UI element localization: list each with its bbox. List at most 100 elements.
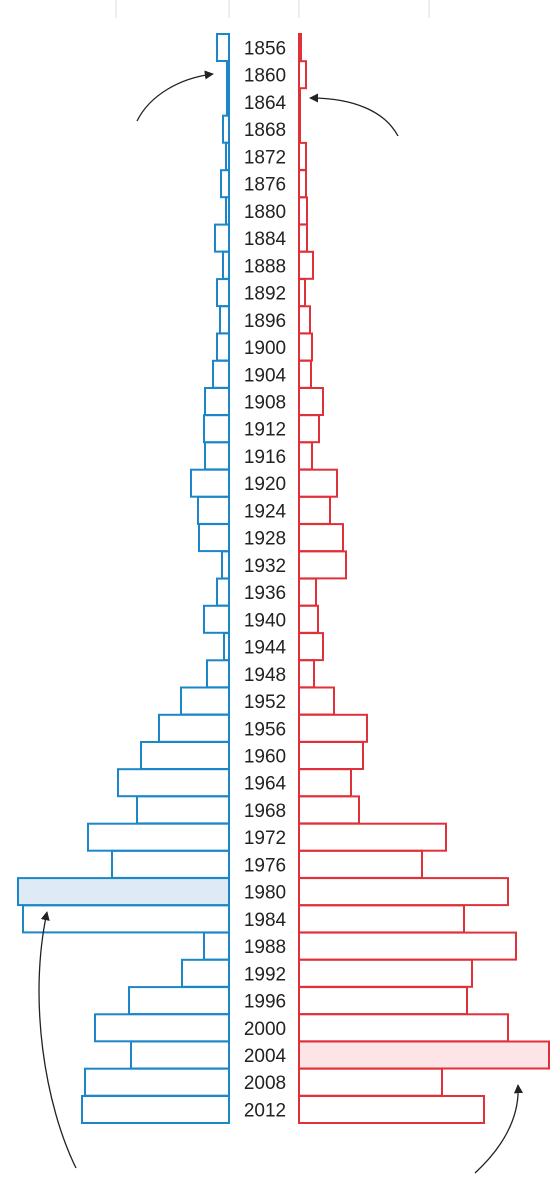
- year-label-1944: 1944: [244, 638, 287, 659]
- left-bar-1904: [212, 359, 230, 389]
- year-label-1900: 1900: [244, 338, 286, 359]
- year-label-1972: 1972: [244, 828, 286, 849]
- year-label-1888: 1888: [244, 256, 286, 277]
- right-bar-1968: [298, 795, 360, 825]
- right-bar-1880: [298, 196, 308, 226]
- right-bar-1888: [298, 250, 314, 280]
- left-bar-1856: [216, 33, 230, 62]
- right-bar-1912: [298, 414, 320, 444]
- left-bar-1884: [214, 223, 230, 253]
- right-bar-1992: [298, 958, 473, 988]
- year-label-1896: 1896: [244, 311, 286, 332]
- year-label-2008: 2008: [244, 1073, 286, 1094]
- right-bar-1872: [298, 141, 307, 171]
- left-bar-1916: [204, 441, 230, 471]
- right-bar-1920: [298, 468, 338, 498]
- year-label-1960: 1960: [244, 747, 286, 768]
- year-label-1948: 1948: [244, 665, 286, 686]
- year-label-1912: 1912: [244, 420, 286, 441]
- year-label-1988: 1988: [244, 937, 286, 958]
- year-label-1940: 1940: [244, 610, 286, 631]
- left-bar-1860: [226, 60, 230, 90]
- year-label-1864: 1864: [244, 93, 287, 114]
- left-bar-1876: [220, 169, 230, 199]
- left-series-bars: [17, 33, 230, 1124]
- left-bar-1948: [206, 659, 230, 689]
- left-bar-2000: [94, 1013, 230, 1043]
- right-bar-1980: [298, 877, 509, 907]
- annotation-arrow-2008: [474, 1084, 524, 1174]
- left-bar-1992: [181, 958, 230, 988]
- year-label-1920: 1920: [244, 474, 286, 495]
- right-bar-1988: [298, 931, 517, 961]
- left-bar-1908: [204, 387, 230, 416]
- left-bar-1864: [226, 87, 230, 117]
- year-label-1928: 1928: [244, 529, 286, 550]
- right-bar-1864: [298, 87, 301, 117]
- right-bar-1956: [298, 713, 368, 743]
- right-bar-1984: [298, 904, 465, 934]
- year-label-1884: 1884: [244, 229, 287, 250]
- right-bar-1924: [298, 495, 331, 525]
- left-bar-1968: [136, 795, 230, 825]
- right-bar-1868: [298, 114, 301, 144]
- year-label-1936: 1936: [244, 583, 286, 604]
- right-bar-1860: [298, 60, 307, 90]
- right-series-bars: [298, 33, 550, 1124]
- annotation-arrow-1860: [136, 70, 214, 122]
- left-bar-1920: [190, 468, 230, 498]
- left-bar-1896: [219, 305, 230, 335]
- left-bar-1976: [111, 849, 230, 879]
- left-bar-1868: [222, 114, 230, 144]
- right-bar-2012: [298, 1095, 485, 1124]
- year-label-2000: 2000: [244, 1019, 286, 1040]
- left-bar-1932: [221, 550, 230, 580]
- year-label-1868: 1868: [244, 120, 286, 141]
- right-bar-1952: [298, 686, 335, 716]
- left-bar-1996: [128, 986, 230, 1016]
- year-label-1996: 1996: [244, 992, 286, 1013]
- year-label-1964: 1964: [244, 774, 287, 795]
- right-bar-1900: [298, 332, 313, 362]
- year-label-1860: 1860: [244, 66, 286, 87]
- right-bar-2008: [298, 1067, 443, 1097]
- right-bar-1996: [298, 986, 468, 1016]
- left-bar-1880: [225, 196, 230, 226]
- year-label-2004: 2004: [244, 1046, 287, 1067]
- left-bar-2012: [81, 1095, 230, 1124]
- gridlines: [115, 0, 430, 18]
- right-bar-1904: [298, 359, 312, 389]
- left-bar-1888: [222, 250, 230, 280]
- left-bar-1972: [87, 822, 230, 852]
- right-bar-1976: [298, 849, 423, 879]
- left-bar-1944: [223, 632, 230, 662]
- annotation-arrow-1864: [309, 93, 399, 137]
- left-bar-1984: [22, 904, 230, 934]
- left-bar-1980: [17, 877, 230, 907]
- left-bar-2004: [130, 1040, 230, 1070]
- right-bar-1972: [298, 822, 447, 852]
- year-label-1892: 1892: [244, 284, 286, 305]
- year-label-1984: 1984: [244, 910, 287, 931]
- left-bar-1892: [216, 278, 230, 308]
- year-label-1968: 1968: [244, 801, 286, 822]
- left-bar-1912: [203, 414, 230, 444]
- left-bar-1952: [180, 686, 230, 716]
- left-bar-1988: [203, 931, 230, 961]
- right-bar-1884: [298, 223, 308, 253]
- right-bar-2000: [298, 1013, 509, 1043]
- year-label-1932: 1932: [244, 556, 286, 577]
- right-bar-2004: [298, 1040, 550, 1070]
- left-bar-1872: [225, 141, 230, 171]
- right-bar-1876: [298, 169, 307, 199]
- year-label-1876: 1876: [244, 175, 286, 196]
- year-label-1856: 1856: [244, 39, 286, 60]
- left-bar-1924: [197, 495, 230, 525]
- right-bar-1908: [298, 387, 324, 416]
- year-label-1880: 1880: [244, 202, 286, 223]
- left-bar-1928: [198, 523, 230, 553]
- year-label-1924: 1924: [244, 501, 287, 522]
- right-bar-1856: [298, 33, 302, 62]
- right-bar-1916: [298, 441, 313, 471]
- right-bar-1940: [298, 604, 319, 634]
